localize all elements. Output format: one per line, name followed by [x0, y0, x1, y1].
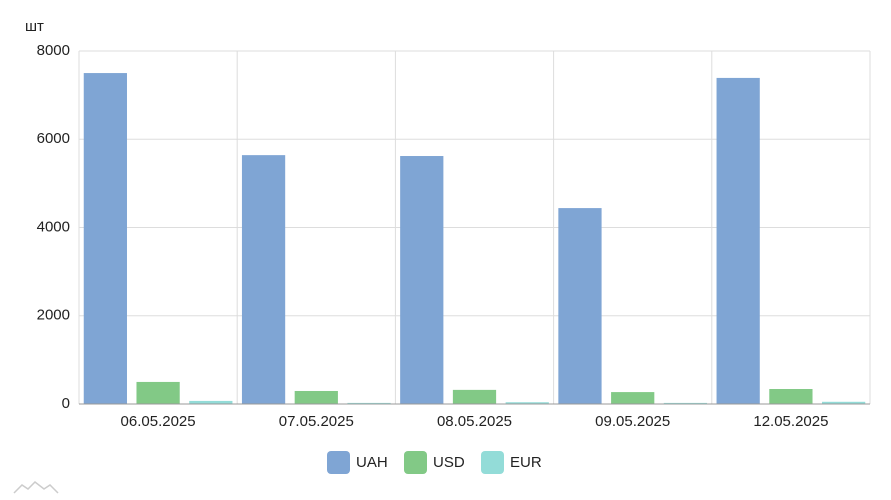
legend-swatch	[404, 451, 427, 474]
bar	[716, 77, 760, 404]
bar	[189, 400, 233, 404]
y-axis-label: шт	[25, 18, 44, 35]
legend-swatch	[327, 451, 350, 474]
logo	[13, 481, 59, 494]
legend-label: UAH	[356, 454, 388, 471]
x-tick-label: 06.05.2025	[121, 413, 196, 430]
bar	[347, 402, 391, 404]
x-tick-label: 12.05.2025	[753, 413, 828, 430]
x-tick-label: 07.05.2025	[279, 413, 354, 430]
legend-swatch	[481, 451, 504, 474]
bar	[611, 392, 655, 404]
bar	[822, 401, 866, 404]
y-tick-label: 0	[62, 395, 70, 412]
bar	[241, 155, 286, 404]
bar	[400, 156, 444, 404]
bar	[769, 388, 813, 404]
bar	[505, 402, 549, 404]
bar	[663, 402, 708, 404]
y-tick-label: 2000	[37, 307, 70, 324]
bar	[83, 73, 127, 404]
x-tick-label: 08.05.2025	[437, 413, 512, 430]
y-tick-label: 4000	[37, 218, 70, 235]
bar	[558, 208, 602, 404]
x-tick-label: 09.05.2025	[595, 413, 670, 430]
legend-label: USD	[433, 454, 465, 471]
bar	[136, 381, 180, 404]
bar	[294, 390, 338, 404]
bar	[452, 389, 497, 404]
y-tick-label: 6000	[37, 130, 70, 147]
legend-label: EUR	[510, 454, 542, 471]
y-tick-label: 8000	[37, 42, 70, 59]
